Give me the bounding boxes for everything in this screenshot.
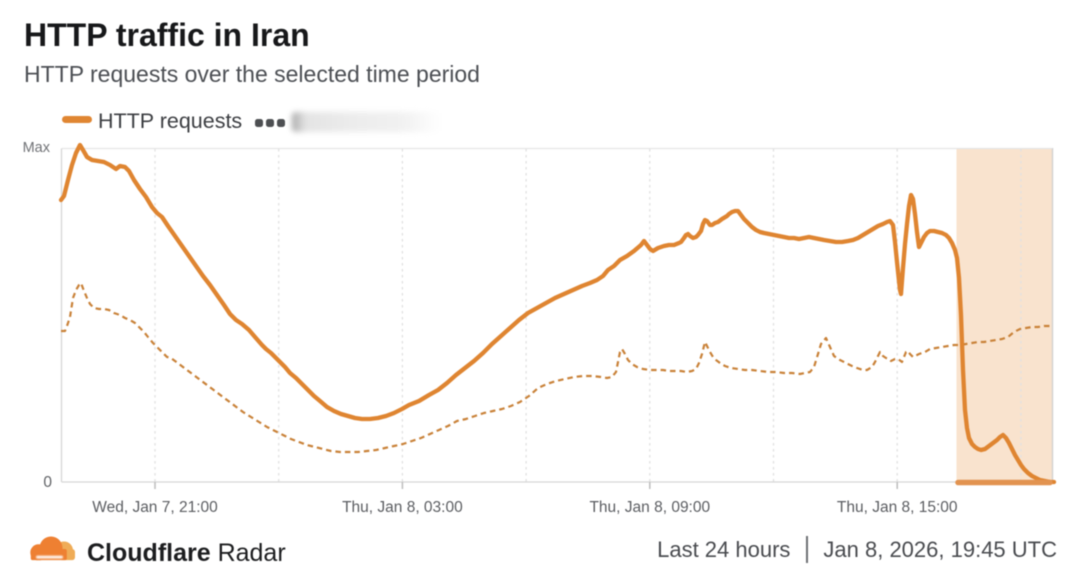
svg-text:0: 0 bbox=[43, 474, 52, 491]
svg-text:Max: Max bbox=[23, 140, 51, 156]
svg-text:Wed, Jan 7, 21:00: Wed, Jan 7, 21:00 bbox=[92, 499, 218, 516]
svg-text:Thu, Jan 8, 09:00: Thu, Jan 8, 09:00 bbox=[589, 499, 710, 516]
svg-text:Thu, Jan 8, 03:00: Thu, Jan 8, 03:00 bbox=[342, 499, 463, 516]
svg-text:Thu, Jan 8, 15:00: Thu, Jan 8, 15:00 bbox=[837, 499, 958, 516]
